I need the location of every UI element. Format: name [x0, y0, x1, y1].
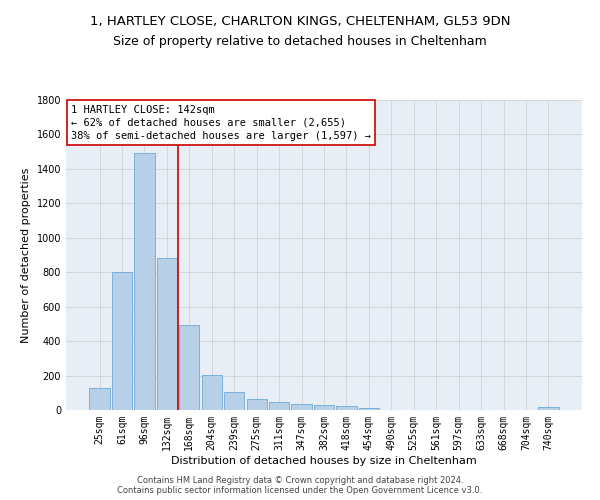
Bar	[224, 392, 244, 410]
Bar	[247, 399, 267, 410]
Bar	[202, 374, 222, 410]
Bar	[179, 325, 199, 410]
Bar	[538, 408, 559, 410]
Text: Size of property relative to detached houses in Cheltenham: Size of property relative to detached ho…	[113, 35, 487, 48]
Text: 1 HARTLEY CLOSE: 142sqm
← 62% of detached houses are smaller (2,655)
38% of semi: 1 HARTLEY CLOSE: 142sqm ← 62% of detache…	[71, 104, 371, 141]
X-axis label: Distribution of detached houses by size in Cheltenham: Distribution of detached houses by size …	[171, 456, 477, 466]
Bar	[337, 406, 356, 410]
Bar	[269, 402, 289, 410]
Bar	[292, 404, 311, 410]
Bar	[314, 405, 334, 410]
Text: Contains HM Land Registry data © Crown copyright and database right 2024.
Contai: Contains HM Land Registry data © Crown c…	[118, 476, 482, 495]
Bar	[112, 272, 132, 410]
Bar	[157, 258, 177, 410]
Bar	[89, 388, 110, 410]
Y-axis label: Number of detached properties: Number of detached properties	[21, 168, 31, 342]
Bar	[359, 408, 379, 410]
Text: 1, HARTLEY CLOSE, CHARLTON KINGS, CHELTENHAM, GL53 9DN: 1, HARTLEY CLOSE, CHARLTON KINGS, CHELTE…	[90, 15, 510, 28]
Bar	[134, 154, 155, 410]
